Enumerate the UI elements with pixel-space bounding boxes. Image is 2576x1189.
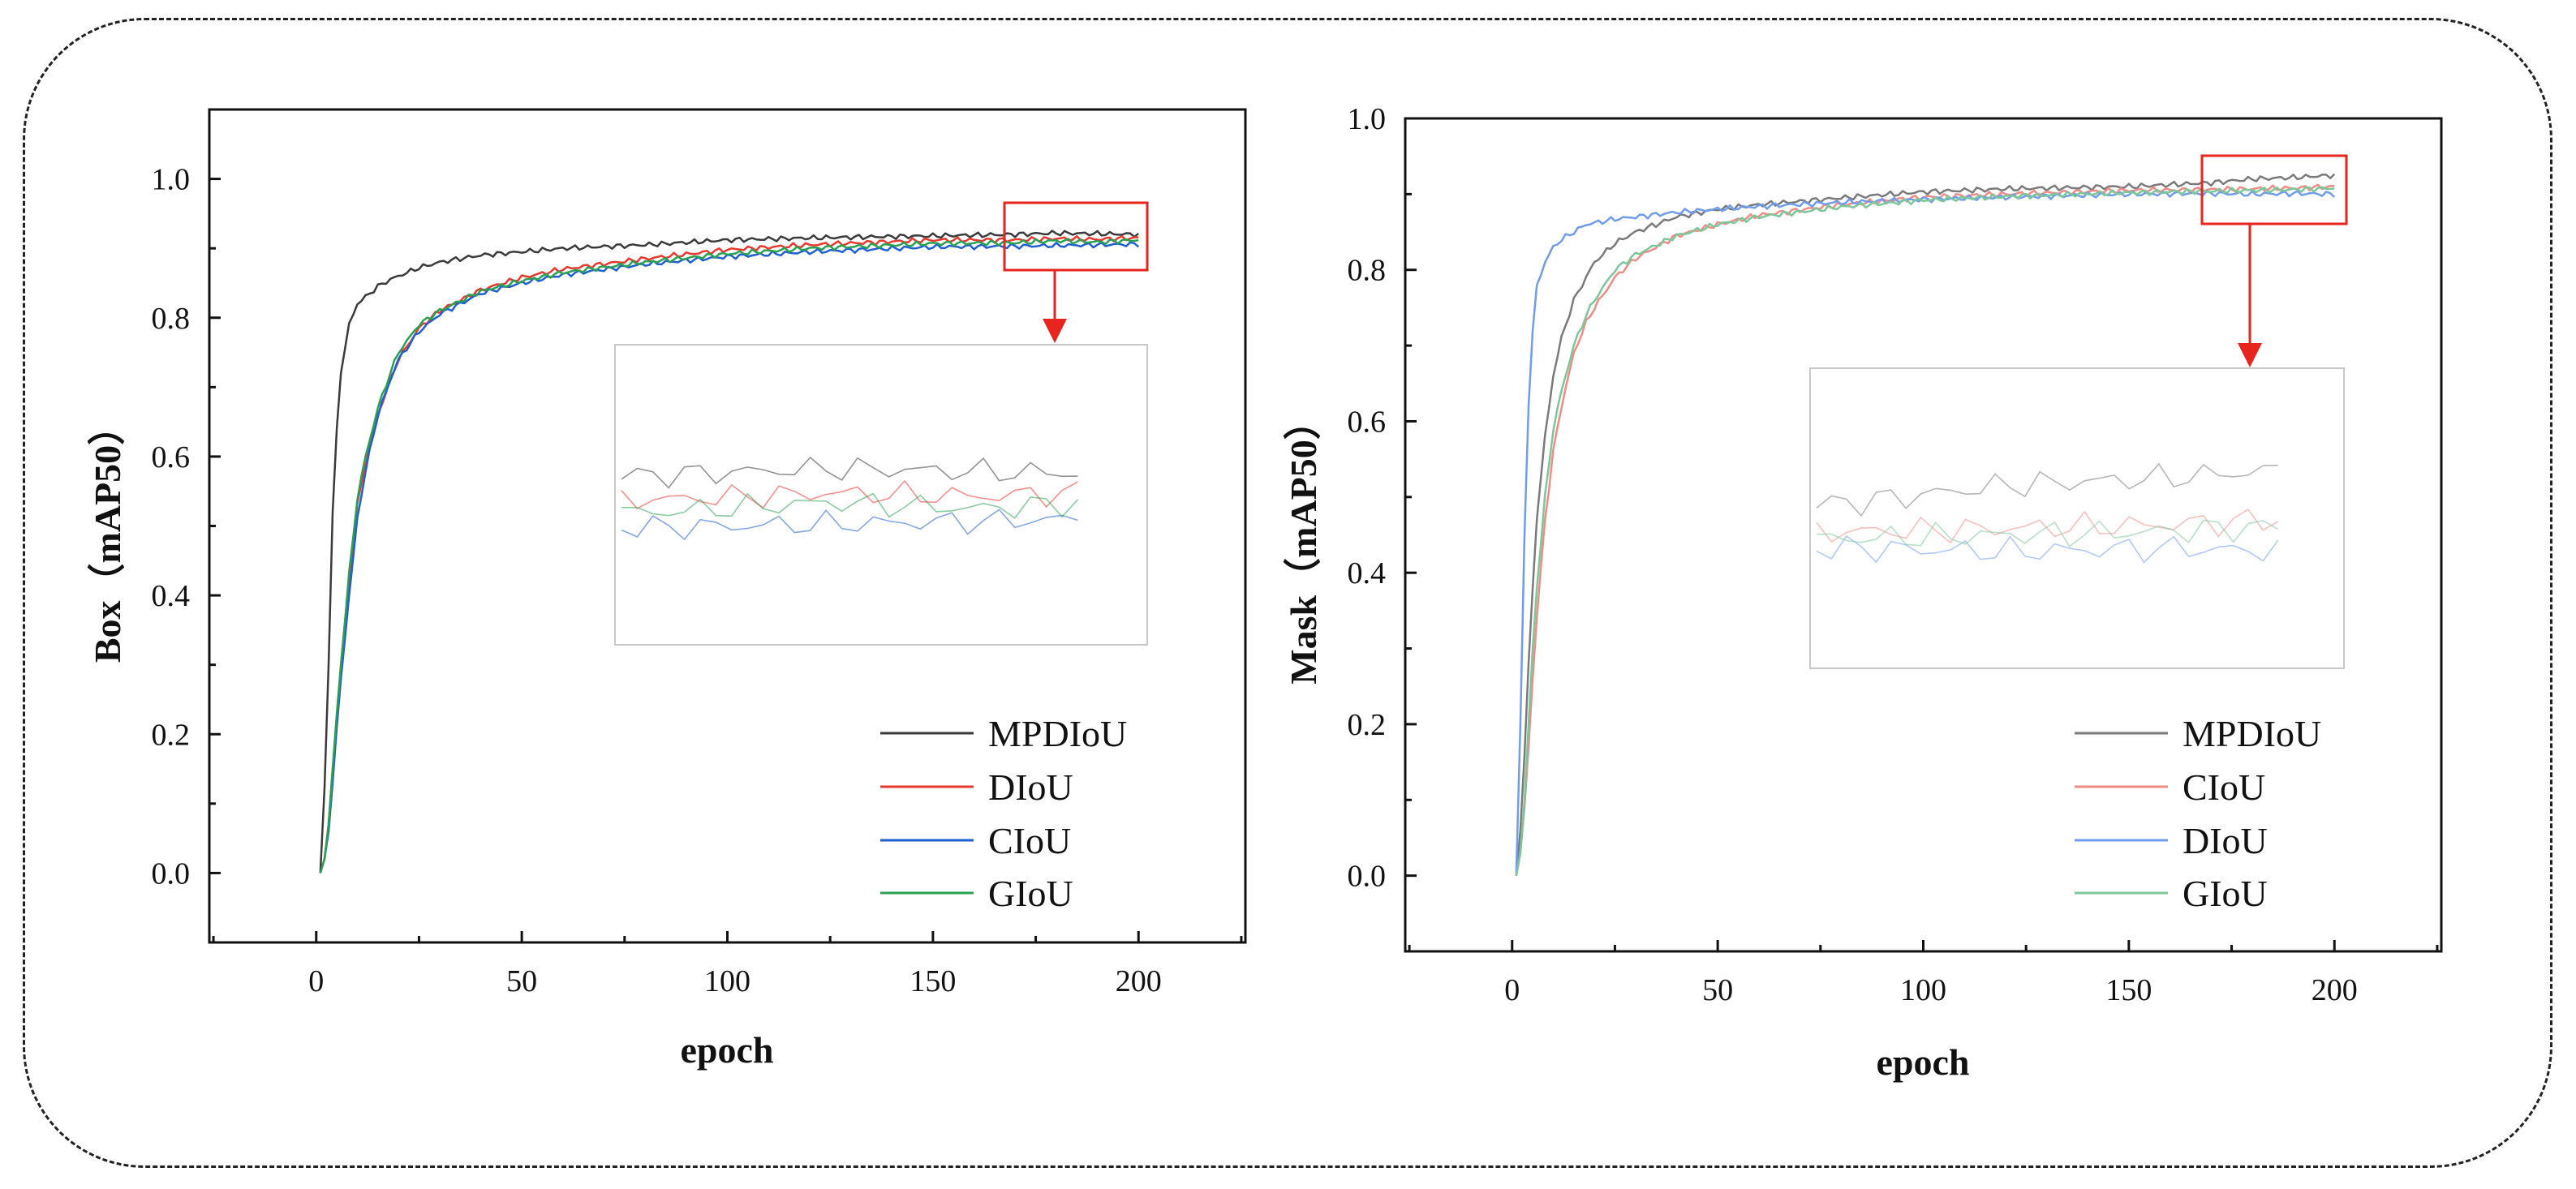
box-y-tick-label: 0.8 (152, 302, 191, 336)
mask-y-tick-label: 1.0 (1348, 102, 1387, 136)
box-series-line-giou (319, 238, 1139, 874)
mask-y-axis-ticks: 0.0 0.2 0.4 0.6 0.8 1.0 (1348, 102, 1417, 953)
mask-series-lines (1515, 173, 2336, 876)
mask-inset-line-giou (1816, 519, 2279, 547)
box-y-tick-label: 0.0 (152, 856, 191, 891)
box-series-lines (319, 230, 1140, 874)
box-legend-item-giou: GIoU (880, 873, 1073, 914)
box-x-tick-label: 0 (308, 964, 324, 998)
mask-x-tick-label: 100 (1900, 973, 1946, 1007)
box-zoom-box (1003, 201, 1149, 272)
mask-legend-item-diou: DIoU (2075, 820, 2268, 861)
mask-x-tick-label: 200 (2312, 973, 2358, 1007)
mask-legend-label-giou: GIoU (2183, 873, 2268, 914)
mask-y-tick-label: 0.8 (1348, 254, 1387, 288)
mask-x-axis-title: epoch (1877, 1041, 1970, 1083)
box-y-tick-label: 0.2 (152, 718, 191, 752)
mask-y-tick-label: 0.0 (1348, 860, 1387, 894)
box-y-tick-label: 0.6 (152, 440, 191, 474)
mask-x-tick-label: 0 (1504, 973, 1520, 1007)
mask-y-axis-title: Mask（mAP50） (1283, 402, 1324, 685)
box-series-line-mpdiou (319, 230, 1140, 874)
mask-x-tick-label: 150 (2105, 973, 2152, 1007)
box-x-tick-label: 200 (1116, 964, 1162, 998)
box-y-tick-label: 0.4 (152, 579, 191, 613)
mask-legend-label-ciou: CIoU (2183, 766, 2265, 808)
mask-inset-line-diou (1816, 534, 2279, 564)
mask-map50-chart: 0 50 100 150 200 0.0 0.2 0.4 0.6 0.8 1.0 epoch Ma… (1283, 102, 2443, 1083)
dashed-rounded-frame (23, 18, 2552, 1168)
box-inset-line-giou (621, 492, 1078, 519)
box-y-axis-ticks: 0.0 0.2 0.4 0.6 0.8 1.0 (152, 108, 221, 944)
box-inset-series-lines (621, 456, 1078, 541)
box-x-axis-ticks: 0 50 100 150 200 (212, 931, 1243, 998)
box-y-tick-label: 1.0 (152, 163, 191, 197)
box-legend-item-mpdiou: MPDIoU (880, 713, 1127, 754)
box-inset-panel (614, 344, 1148, 646)
mask-inset-line-mpdiou (1816, 462, 2278, 517)
mask-zoom-box (2200, 154, 2348, 225)
mask-x-axis-ticks: 0 50 100 150 200 (1408, 940, 2439, 1007)
box-legend-item-ciou: CIoU (880, 820, 1071, 861)
box-inset-line-ciou (621, 509, 1078, 541)
box-y-axis-title: Box（mAP50） (87, 408, 128, 663)
mask-legend-item-giou: GIoU (2075, 873, 2268, 914)
mask-inset-series-lines (1816, 462, 2279, 564)
mask-series-line-mpdiou (1515, 173, 2336, 876)
mask-legend-label-diou: DIoU (2183, 820, 2268, 861)
mask-legend-item-ciou: CIoU (2075, 766, 2265, 808)
box-legend-label-ciou: CIoU (988, 820, 1071, 861)
mask-legend: MPDIoU CIoU DIoU GIoU (2075, 713, 2321, 914)
mask-y-tick-label: 0.6 (1348, 405, 1387, 439)
box-inset-line-diou (621, 479, 1078, 510)
mask-inset-line-ciou (1816, 509, 2279, 544)
box-legend-item-diou: DIoU (880, 766, 1073, 808)
mask-y-tick-label: 0.2 (1348, 708, 1387, 742)
box-map50-chart: 0 50 100 150 200 0.0 0.2 0.4 0.6 0.8 1.0 epoch Bo… (87, 108, 1247, 1071)
mask-legend-item-mpdiou: MPDIoU (2075, 713, 2321, 754)
mask-series-line-diou (1515, 190, 2336, 876)
box-x-tick-label: 150 (910, 964, 956, 998)
box-legend-label-diou: DIoU (988, 766, 1073, 808)
box-legend: MPDIoU DIoU CIoU GIoU (880, 713, 1127, 914)
mask-legend-label-mpdiou: MPDIoU (2183, 713, 2321, 754)
mask-y-tick-label: 0.4 (1348, 556, 1387, 590)
box-x-tick-label: 100 (704, 964, 750, 998)
box-x-tick-label: 50 (506, 964, 537, 998)
mask-x-tick-label: 50 (1702, 973, 1733, 1007)
mask-series-line-giou (1515, 186, 2335, 876)
box-legend-label-mpdiou: MPDIoU (988, 713, 1127, 754)
mask-inset-panel (1809, 367, 2345, 669)
box-inset-line-mpdiou (621, 456, 1078, 489)
mask-series-line-ciou (1515, 183, 2335, 876)
box-legend-label-giou: GIoU (988, 873, 1073, 914)
box-x-axis-title: epoch (681, 1029, 774, 1071)
